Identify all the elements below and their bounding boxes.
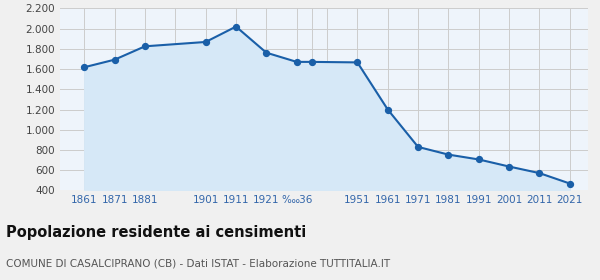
- Point: [201, 40, 211, 44]
- Point: [565, 181, 575, 186]
- Point: [307, 60, 317, 64]
- Point: [505, 164, 514, 169]
- Point: [110, 57, 119, 62]
- Text: Popolazione residente ai censimenti: Popolazione residente ai censimenti: [6, 225, 306, 241]
- Point: [383, 107, 392, 112]
- Point: [79, 65, 89, 69]
- Point: [353, 60, 362, 65]
- Point: [231, 24, 241, 29]
- Text: COMUNE DI CASALCIPRANO (CB) - Dati ISTAT - Elaborazione TUTTITALIA.IT: COMUNE DI CASALCIPRANO (CB) - Dati ISTAT…: [6, 259, 390, 269]
- Point: [292, 60, 301, 64]
- Point: [413, 145, 423, 149]
- Point: [474, 157, 484, 162]
- Point: [140, 44, 150, 48]
- Point: [443, 152, 453, 157]
- Point: [262, 50, 271, 55]
- Point: [535, 171, 544, 175]
